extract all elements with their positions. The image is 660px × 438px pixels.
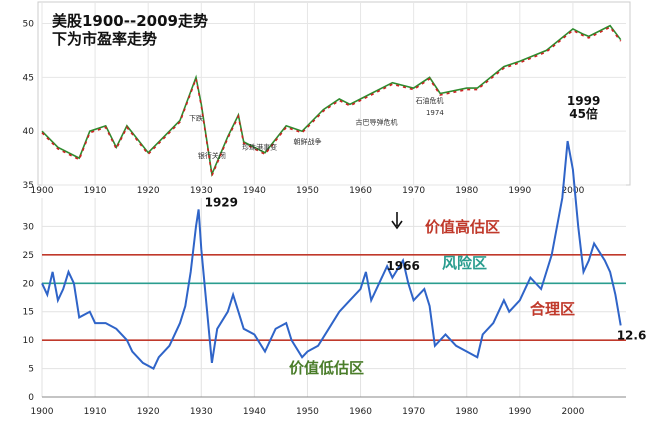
- top-x-tick-label: 1930: [190, 186, 213, 196]
- top-x-tick-label: 1950: [296, 186, 319, 196]
- pe-ratio-line: [41, 140, 622, 370]
- top-x-tick-label: 2000: [561, 186, 584, 196]
- pe-annotation: 1999: [567, 94, 600, 108]
- top-y-tick-label: 45: [23, 73, 34, 83]
- arrow-1966-icon: [391, 212, 403, 230]
- top-y-tick-label: 50: [23, 20, 35, 30]
- bottom-y-tick-label: 15: [23, 308, 34, 318]
- bottom-x-tick-label: 1970: [402, 407, 425, 417]
- zone-label-risk: 风险区: [442, 254, 487, 272]
- chart-title: 美股1900--2009走势: [52, 12, 208, 30]
- top-x-tick-label: 1990: [508, 186, 531, 196]
- bottom-x-tick-label: 1980: [455, 407, 478, 417]
- event-label: 下跌: [189, 113, 203, 122]
- event-label: 朝鲜战争: [293, 137, 321, 146]
- top-y-tick-label: 40: [23, 127, 35, 137]
- bottom-x-tick-label: 1930: [190, 407, 213, 417]
- bottom-y-tick-label: 25: [23, 251, 34, 261]
- bottom-y-tick-label: 10: [23, 336, 35, 346]
- zone-label-low: 价值低估区: [289, 359, 364, 377]
- event-label: 石油危机: [416, 96, 444, 105]
- top-y-tick-label: 35: [23, 181, 34, 191]
- stock-price-line-decline: [41, 26, 622, 179]
- bottom-x-tick-label: 1910: [84, 407, 107, 417]
- bottom-x-tick-label: 1900: [31, 407, 54, 417]
- bottom-x-tick-label: 1960: [349, 407, 372, 417]
- event-label: 1974: [426, 109, 444, 117]
- top-x-tick-label: 1920: [137, 186, 160, 196]
- pe-annotation: 45倍: [569, 106, 598, 121]
- bottom-x-tick-label: 1920: [137, 407, 160, 417]
- bottom-y-tick-label: 20: [23, 279, 35, 289]
- bottom-y-tick-label: 30: [23, 222, 35, 232]
- event-label: 古巴导弹危机: [355, 118, 397, 127]
- bottom-x-tick-label: 1950: [296, 407, 319, 417]
- zone-label-reasonable: 合理区: [529, 300, 575, 318]
- bottom-y-tick-label: 5: [28, 365, 34, 375]
- bottom-x-tick-label: 2000: [561, 407, 584, 417]
- bottom-x-tick-label: 1990: [508, 407, 531, 417]
- pe-annotation: 12.6: [617, 328, 647, 342]
- top-x-tick-label: 1940: [243, 186, 266, 196]
- top-chart-frame: [37, 1, 631, 186]
- stock-price-line: [41, 24, 622, 178]
- zone-label-high: 价值高估区: [425, 218, 500, 236]
- chart-subtitle: 下为市盈率走势: [52, 30, 157, 48]
- pe-annotation: 1966: [386, 259, 419, 273]
- bottom-y-tick-label: 0: [28, 393, 34, 403]
- top-x-tick-label: 1980: [455, 186, 478, 196]
- bottom-x-tick-label: 1940: [243, 407, 266, 417]
- top-x-tick-label: 1960: [349, 186, 372, 196]
- top-x-tick-label: 1900: [31, 186, 54, 196]
- event-label: 银行关闭: [198, 151, 226, 160]
- top-x-tick-label: 1910: [84, 186, 107, 196]
- pe-annotation: 1929: [205, 195, 238, 209]
- event-label: 珍珠港事变: [242, 142, 277, 151]
- top-x-tick-label: 1970: [402, 186, 425, 196]
